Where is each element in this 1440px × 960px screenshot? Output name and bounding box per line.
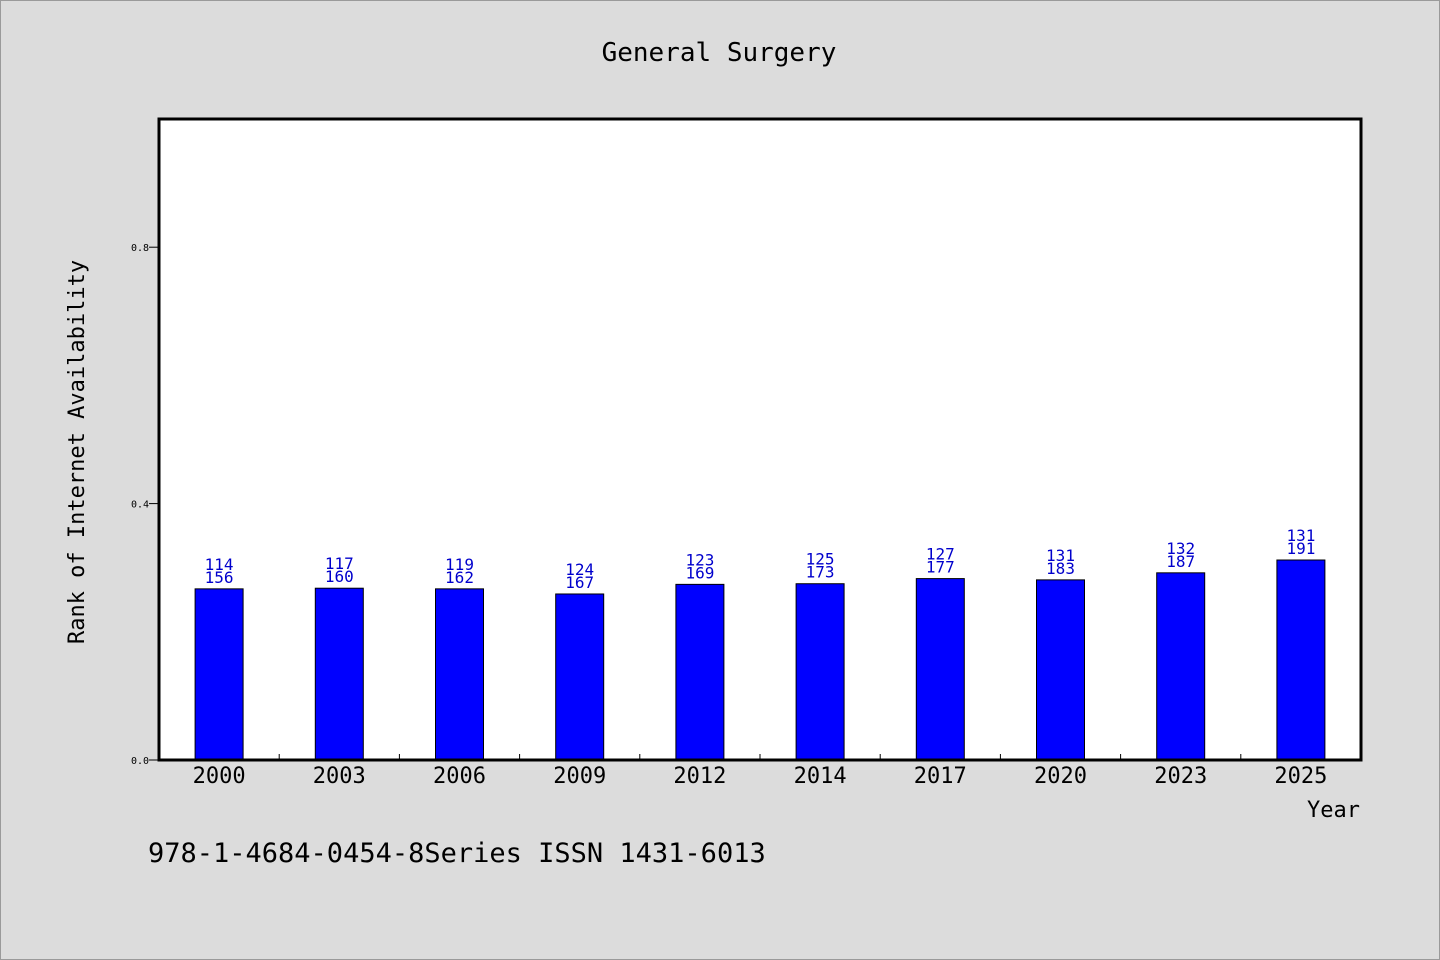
bar-label-top: 124 bbox=[565, 560, 594, 579]
y-tick-label: 0.8 bbox=[131, 243, 149, 254]
y-tick-label: 0.0 bbox=[131, 756, 149, 767]
footer-isbn-issn: 978-1-4684-0454-8Series ISSN 1431-6013 bbox=[148, 838, 766, 869]
bar-2000 bbox=[194, 588, 244, 761]
bar-label-top: 114 bbox=[205, 555, 234, 574]
bars-layer bbox=[194, 559, 1326, 761]
bar-label-bottom: 173 bbox=[806, 563, 835, 582]
bar-label-top: 131 bbox=[1286, 526, 1315, 545]
y-axis-label: Rank of Internet Availability bbox=[65, 260, 90, 644]
bar-label-bottom: 183 bbox=[1046, 559, 1075, 578]
x-category-label: 2012 bbox=[673, 764, 726, 789]
x-axis-label: Year bbox=[1307, 798, 1360, 823]
bar-label-top: 131 bbox=[1046, 546, 1075, 565]
bar-2014 bbox=[795, 583, 845, 761]
bar-label-top: 132 bbox=[1166, 539, 1195, 558]
bar-2020 bbox=[1036, 579, 1085, 761]
x-category-label: 2020 bbox=[1034, 764, 1087, 789]
bar-label-bottom: 191 bbox=[1286, 539, 1315, 558]
x-category-label: 2000 bbox=[193, 764, 246, 789]
bar-2017 bbox=[915, 578, 965, 761]
x-category-label: 2014 bbox=[794, 764, 847, 789]
bar-2012 bbox=[675, 583, 725, 761]
plot-border bbox=[157, 117, 1363, 762]
x-category-label: 2017 bbox=[914, 764, 967, 789]
chart-title: General Surgery bbox=[602, 38, 837, 68]
bar-label-bottom: 156 bbox=[205, 568, 234, 587]
bar-2025 bbox=[1276, 559, 1326, 761]
y-axis-ticks: 0.0 0.4 0.8 bbox=[131, 243, 159, 767]
x-category-label: 2025 bbox=[1274, 764, 1327, 789]
bar-label-bottom: 162 bbox=[445, 568, 474, 587]
x-category-label: 2009 bbox=[553, 764, 606, 789]
y-tick-label: 0.4 bbox=[131, 500, 149, 511]
bar-label-bottom: 187 bbox=[1166, 552, 1195, 571]
bar-label-bottom: 167 bbox=[565, 573, 594, 592]
bar-label-top: 117 bbox=[325, 554, 354, 573]
bar-2006 bbox=[435, 588, 484, 761]
bar-2003 bbox=[314, 587, 364, 761]
x-category-label: 2023 bbox=[1154, 764, 1207, 789]
x-category-label: 2003 bbox=[313, 764, 366, 789]
bar-label-top: 125 bbox=[806, 550, 835, 569]
bar-label-bottom: 177 bbox=[926, 558, 955, 577]
bar-2009 bbox=[555, 593, 605, 761]
x-axis-ticks: 2000 2003 2006 2009 2012 2014 2017 2020 2023 2025 bbox=[193, 754, 1327, 789]
bar-label-bottom: 160 bbox=[325, 567, 354, 586]
bar-label-top: 119 bbox=[445, 555, 474, 574]
x-category-label: 2006 bbox=[433, 764, 486, 789]
bar-label-top: 127 bbox=[926, 545, 955, 564]
bar-label-bottom: 169 bbox=[685, 563, 714, 582]
bar-label-top: 123 bbox=[685, 550, 714, 569]
bar-2023 bbox=[1156, 572, 1206, 761]
